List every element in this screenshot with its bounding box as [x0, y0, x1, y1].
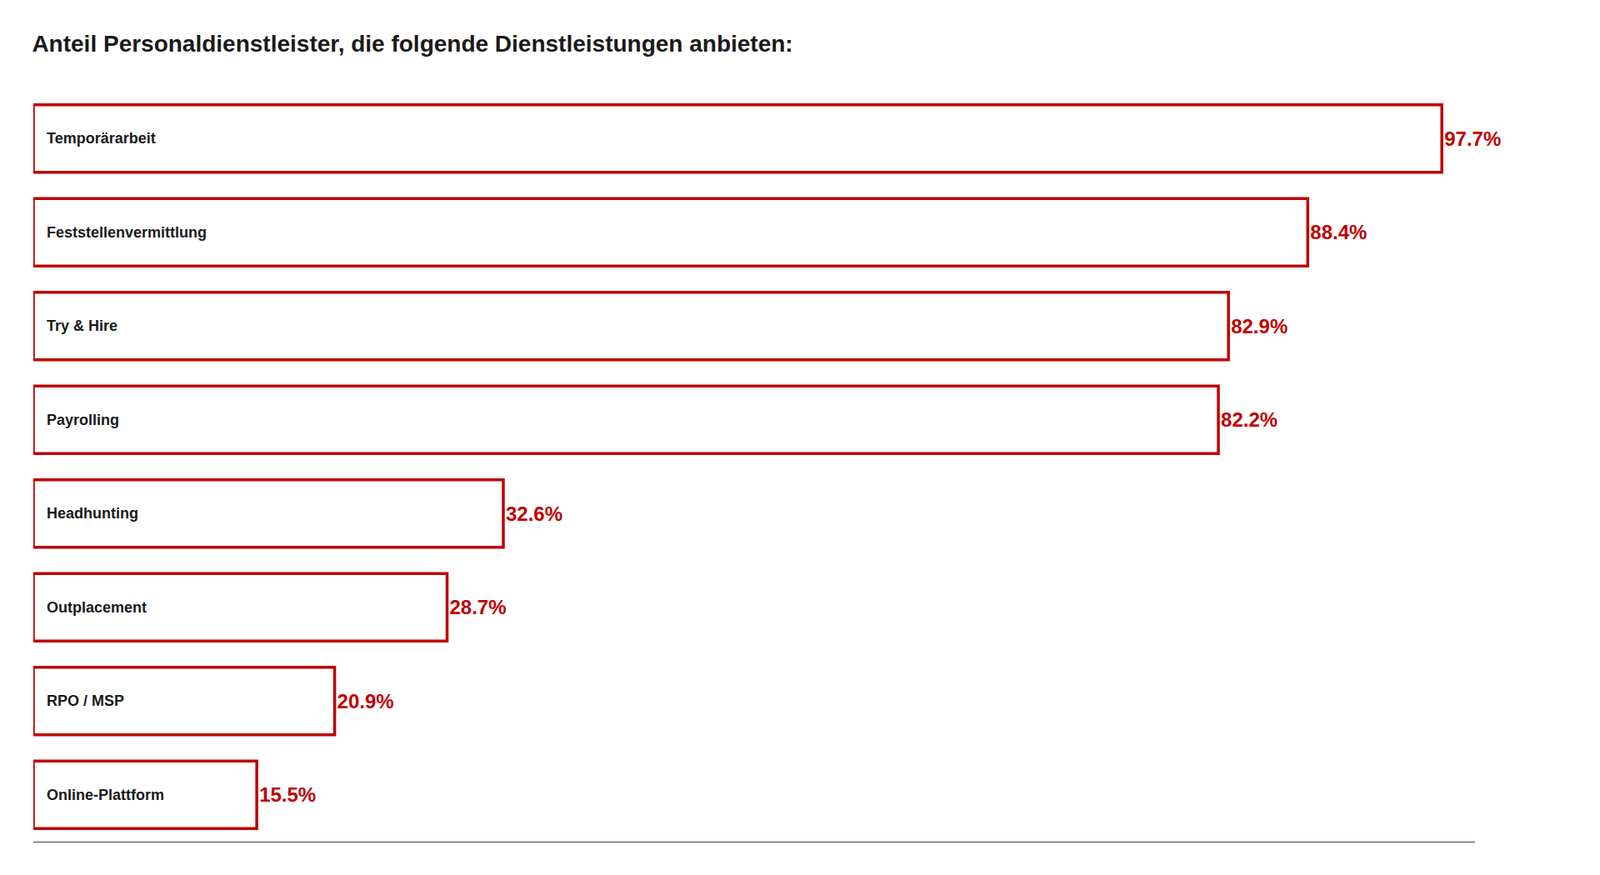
svg-text:Feststellenvermittlung: Feststellenvermittlung [46, 224, 207, 241]
svg-text:88.4%: 88.4% [1310, 220, 1367, 244]
svg-text:32.6%: 32.6% [505, 502, 563, 525]
svg-text:Temporärarbeit: Temporärarbeit [46, 130, 156, 147]
svg-text:Anteil Personaldienstleister,: Anteil Personaldienstleister, die folgen… [31, 30, 793, 57]
svg-text:Payrolling: Payrolling [46, 411, 120, 429]
svg-text:Headhunting: Headhunting [46, 505, 139, 522]
svg-text:RPO / MSP: RPO / MSP [46, 692, 125, 710]
svg-text:20.9%: 20.9% [337, 690, 395, 713]
svg-text:Outplacement: Outplacement [46, 599, 147, 616]
svg-text:97.7%: 97.7% [1444, 127, 1501, 150]
svg-text:28.7%: 28.7% [450, 595, 507, 619]
svg-text:82.2%: 82.2% [1220, 408, 1278, 431]
svg-text:82.9%: 82.9% [1230, 315, 1288, 338]
svg-text:Try & Hire: Try & Hire [46, 317, 118, 335]
svg-text:15.5%: 15.5% [259, 783, 316, 806]
svg-text:Online-Plattform: Online-Plattform [46, 786, 165, 804]
